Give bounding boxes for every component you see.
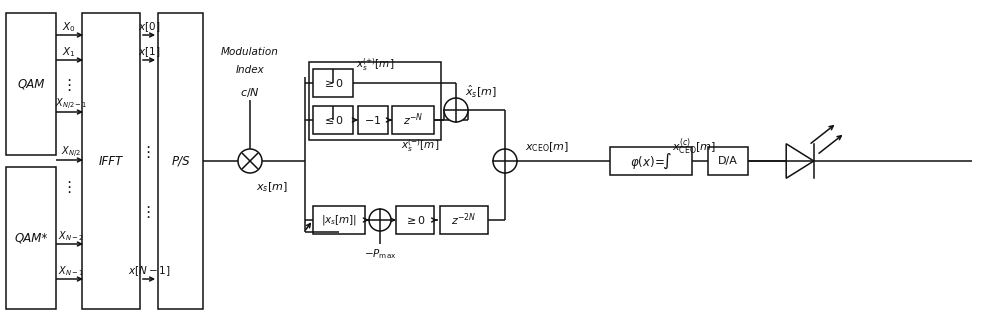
Bar [610, 147, 692, 175]
Text: $x_{\mathrm{CEO}}[m]$: $x_{\mathrm{CEO}}[m]$ [525, 140, 569, 154]
Text: $x_s^{(+)}[m]$: $x_s^{(+)}[m]$ [356, 57, 394, 73]
Text: $\vdots$: $\vdots$ [61, 179, 72, 195]
Bar [358, 106, 388, 134]
Text: $X_{N-2}$: $X_{N-2}$ [58, 229, 84, 243]
Text: Index: Index [236, 65, 264, 75]
Text: $x[N-1]$: $x[N-1]$ [128, 264, 170, 278]
Text: $x[0]$: $x[0]$ [138, 20, 160, 34]
Circle shape [444, 98, 468, 122]
Text: $X_{N/2-1}$: $X_{N/2-1}$ [55, 97, 87, 111]
Bar [158, 13, 203, 309]
Text: $c/N$: $c/N$ [240, 86, 260, 99]
Text: $z^{-N}$: $z^{-N}$ [403, 112, 423, 128]
Text: $\vdots$: $\vdots$ [140, 144, 150, 160]
Text: $\vdots$: $\vdots$ [140, 204, 150, 220]
Text: $X_1$: $X_1$ [62, 45, 76, 59]
Text: Modulation: Modulation [221, 47, 279, 57]
Text: P/S: P/S [171, 155, 190, 167]
Text: $\vdots$: $\vdots$ [61, 77, 72, 93]
Text: $\leq 0$: $\leq 0$ [322, 114, 344, 126]
Text: $x_s[m]$: $x_s[m]$ [256, 180, 288, 194]
Text: $\hat{x}_s[m]$: $\hat{x}_s[m]$ [465, 84, 497, 100]
Bar [309, 62, 441, 140]
Text: $\geq 0$: $\geq 0$ [322, 77, 344, 89]
Text: IFFT: IFFT [99, 155, 123, 167]
Circle shape [369, 209, 391, 231]
Text: $\varphi(x)\!=\!\!\int$: $\varphi(x)\!=\!\!\int$ [630, 151, 672, 171]
Text: $X_{N/2}$: $X_{N/2}$ [61, 145, 81, 159]
Text: D/A: D/A [718, 156, 738, 166]
Text: QAM: QAM [17, 78, 45, 90]
Bar [6, 167, 56, 309]
Bar [82, 13, 140, 309]
Bar [396, 206, 434, 234]
Circle shape [238, 149, 262, 173]
Bar [6, 13, 56, 155]
Text: $X_{N-1}$: $X_{N-1}$ [58, 264, 84, 278]
Text: $\geq 0$: $\geq 0$ [404, 214, 426, 226]
Text: $x_s^{(-)}[m]$: $x_s^{(-)}[m]$ [401, 137, 439, 155]
Text: $-1$: $-1$ [364, 114, 382, 126]
Bar [708, 147, 748, 175]
Text: $x_{\mathrm{CEO}}^{(c)}[m]$: $x_{\mathrm{CEO}}^{(c)}[m]$ [672, 137, 716, 157]
Circle shape [493, 149, 517, 173]
Text: QAM*: QAM* [14, 232, 48, 244]
Text: $x[1]$: $x[1]$ [138, 45, 160, 59]
Text: $|x_s[m]|$: $|x_s[m]|$ [321, 213, 357, 227]
Bar [313, 106, 353, 134]
Bar [313, 206, 365, 234]
Bar [313, 69, 353, 97]
Text: $X_0$: $X_0$ [62, 20, 76, 34]
Bar [392, 106, 434, 134]
Text: $-P_{\mathrm{max}}$: $-P_{\mathrm{max}}$ [364, 247, 396, 261]
Bar [440, 206, 488, 234]
Text: $z^{-2N}$: $z^{-2N}$ [451, 212, 477, 228]
